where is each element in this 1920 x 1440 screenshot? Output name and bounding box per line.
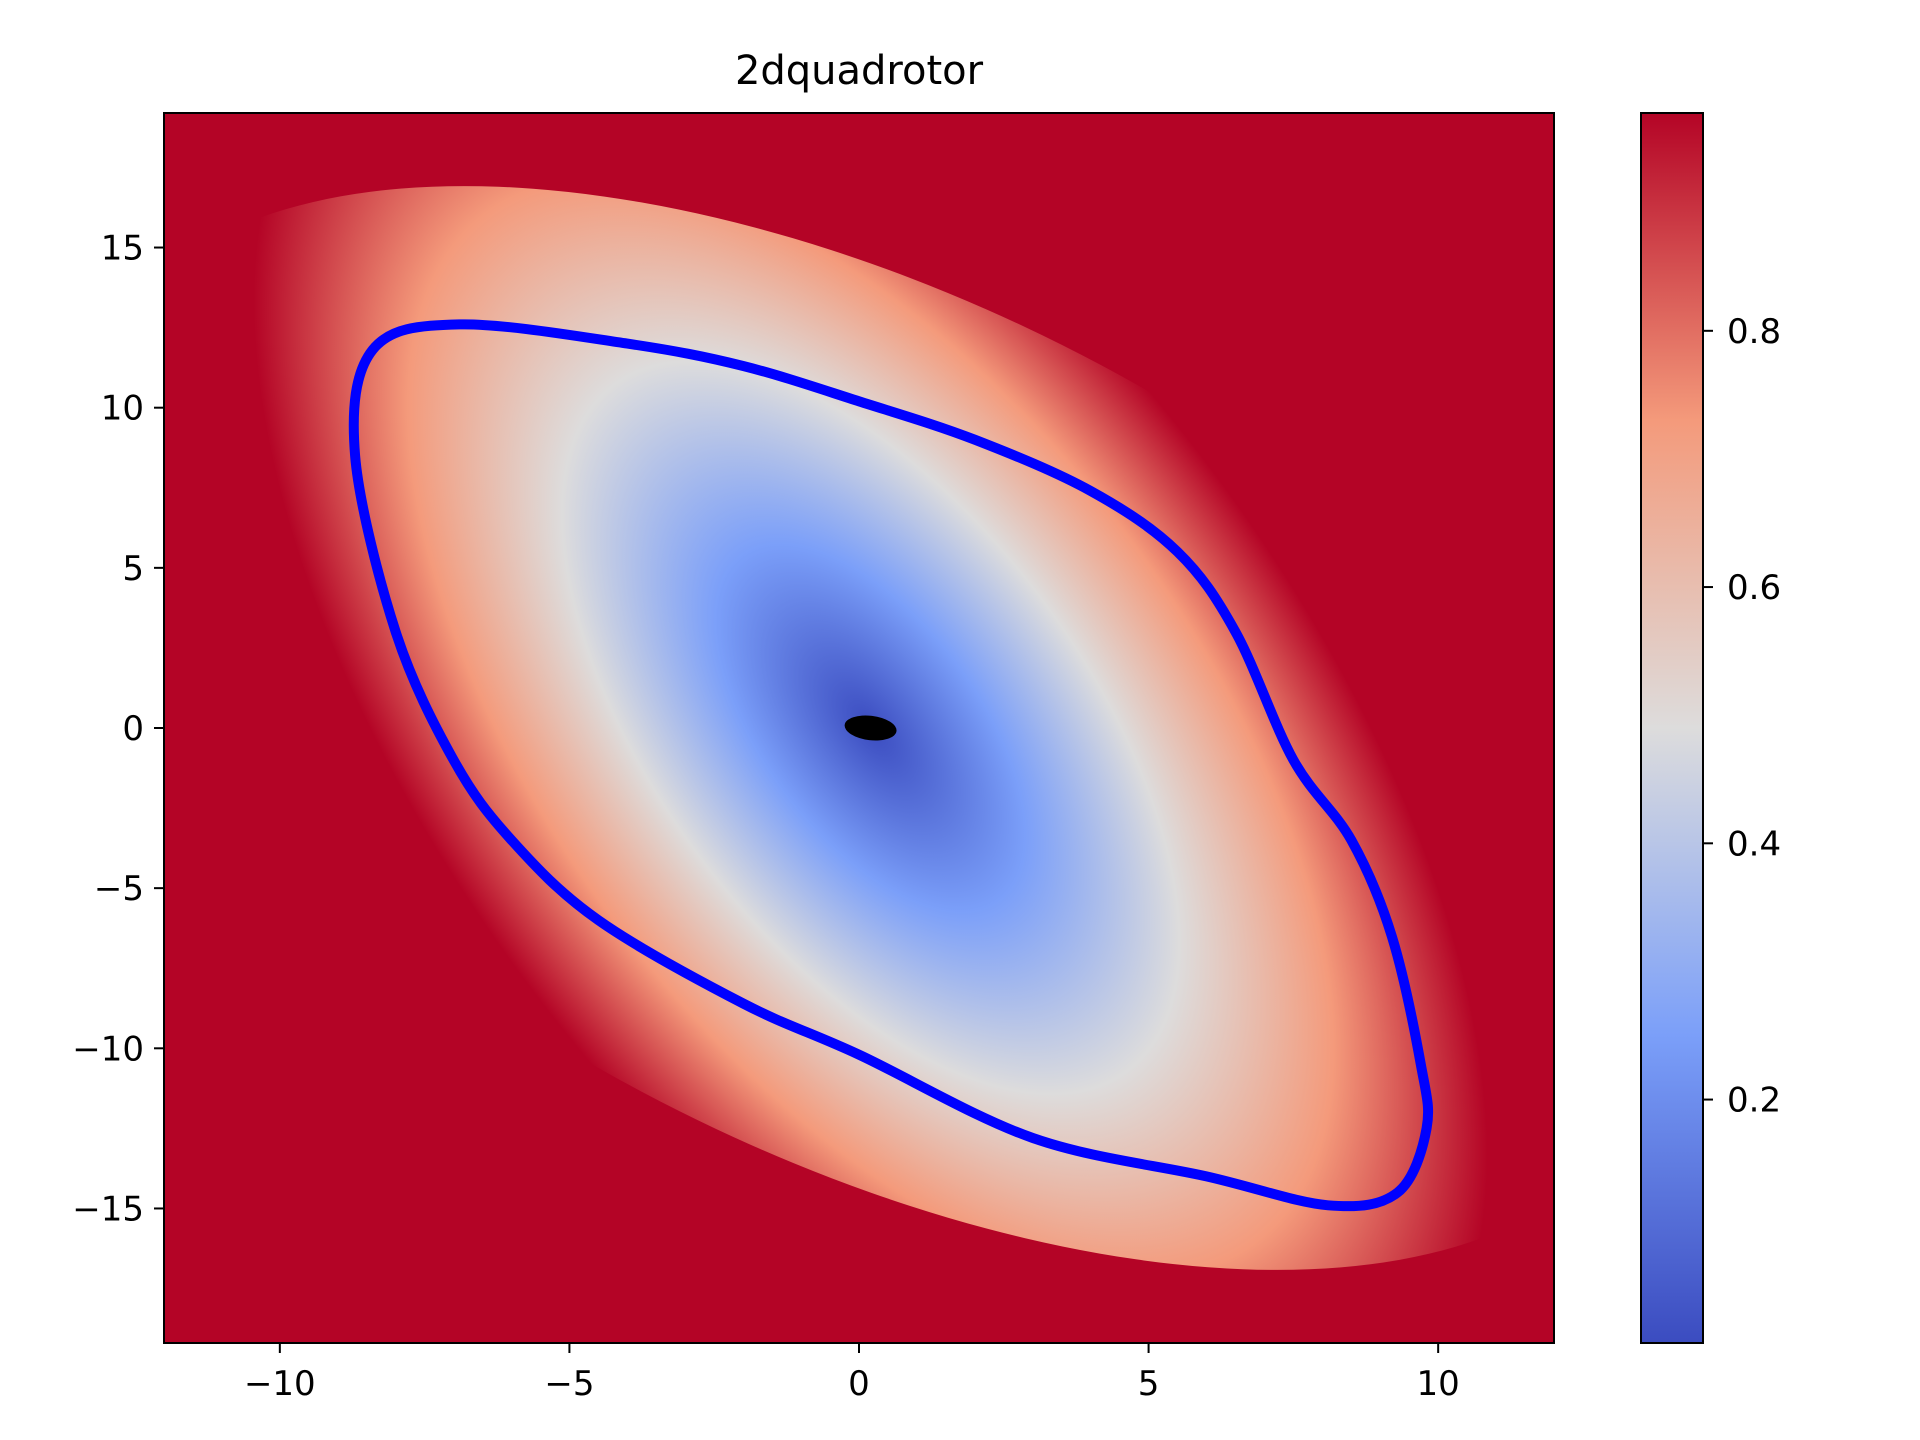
x-tick-label: 5 [1138,1364,1160,1404]
x-axis: −10 −5 0 5 10 [244,1343,1460,1404]
y-tick-label: 0 [122,709,144,749]
y-tick-label: −10 [72,1029,144,1069]
y-tick-label: 5 [122,549,144,589]
plot-area [163,112,1555,1344]
y-tick-label: 10 [101,389,144,429]
x-tick-label: 0 [848,1364,870,1404]
x-tick-label: 10 [1417,1364,1460,1404]
y-tick-label: −5 [94,869,144,909]
x-tick-label: −5 [544,1364,594,1404]
colorbar-frame [1640,112,1704,1344]
x-tick-label: −10 [244,1364,316,1404]
colorbar-tick-label: 0.4 [1727,824,1781,864]
target-region [844,715,897,741]
colorbar-tick-label: 0.6 [1727,568,1781,608]
colorbar-bar [1641,113,1703,1343]
colorbar-tick-label: 0.8 [1727,312,1781,352]
level-set-boundary [348,319,1434,1212]
colorbar-tick-label: 0.2 [1727,1081,1781,1121]
colorbar: 0.2 0.4 0.6 0.8 [1640,112,1781,1344]
colorbar-ticks: 0.2 0.4 0.6 0.8 [1703,312,1781,1121]
y-tick-label: 15 [101,229,144,269]
y-tick-label: −15 [72,1189,144,1229]
chart-title: 2dquadrotor [735,48,984,94]
y-axis: 15 10 5 0 −5 −10 −15 [72,229,164,1229]
